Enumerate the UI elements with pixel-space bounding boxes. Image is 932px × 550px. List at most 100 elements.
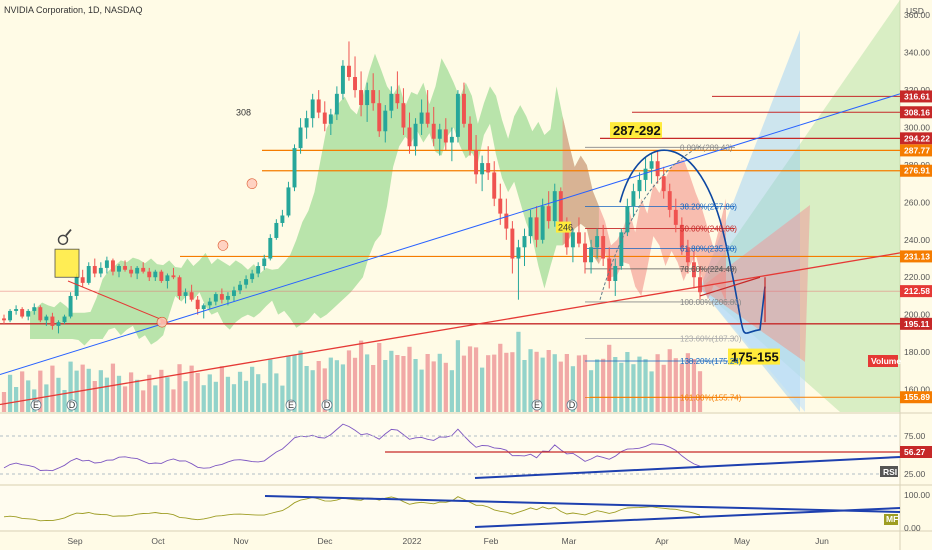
price-tick: 180.00 xyxy=(904,347,930,357)
candle-body xyxy=(250,273,255,280)
marker-letter: D xyxy=(569,400,576,410)
candle-body xyxy=(14,309,19,311)
candle-body xyxy=(576,232,581,244)
candle-body xyxy=(534,217,539,240)
fib-label: 0.00%(289.43) xyxy=(680,143,733,152)
volume-bar xyxy=(473,347,479,412)
volume-bar xyxy=(274,373,279,412)
mf-trendline-top xyxy=(264,495,901,513)
cloud-red xyxy=(562,116,726,302)
volume-badge xyxy=(868,355,898,367)
candle-body xyxy=(613,266,618,281)
candle-body xyxy=(413,123,418,147)
mf-badge-text: MF xyxy=(886,514,898,524)
candle-body xyxy=(183,292,188,296)
volume-bar xyxy=(552,354,557,412)
volume-bar xyxy=(655,354,660,412)
mf-badge xyxy=(884,514,898,525)
rsi-value: 56.27 xyxy=(904,447,926,457)
volume-bar xyxy=(607,344,612,412)
candle-body xyxy=(552,191,557,222)
volume-bar xyxy=(122,386,128,412)
volume-bar xyxy=(262,383,267,412)
magnifier-icon-handle xyxy=(65,228,72,237)
earnings-dividend-marker xyxy=(285,399,297,411)
target-low: 175-155 xyxy=(731,350,779,365)
volume-bar xyxy=(419,369,424,412)
candle-body xyxy=(673,209,678,225)
candle-body xyxy=(546,206,551,222)
price-levels xyxy=(0,95,900,398)
candle-body xyxy=(322,112,327,124)
price-tick: 240.00 xyxy=(904,235,930,245)
candle-body xyxy=(328,114,333,124)
rsi-value-box xyxy=(900,446,932,458)
marker-letter: D xyxy=(69,400,76,410)
candle-body xyxy=(474,149,479,175)
candle-body xyxy=(619,232,624,267)
candle-body xyxy=(431,123,436,139)
volume-bar xyxy=(601,358,606,412)
price-box-text: 212.58 xyxy=(904,286,930,296)
volume-bar xyxy=(352,357,358,412)
candle-body xyxy=(129,269,134,274)
candle-body xyxy=(244,279,249,285)
candle-body xyxy=(570,232,575,248)
date-tick: Nov xyxy=(233,536,249,546)
date-tick: Apr xyxy=(655,536,668,546)
candle-body xyxy=(165,275,170,281)
earnings-dividend-marker xyxy=(531,399,543,411)
volume-bar xyxy=(292,355,297,412)
rsi-trendline xyxy=(474,456,901,479)
target-low-box xyxy=(728,348,780,365)
price-box xyxy=(900,106,932,119)
price-tick: 220.00 xyxy=(904,272,930,282)
volume-bar xyxy=(455,340,461,412)
arrow-line xyxy=(67,280,169,323)
candle-body xyxy=(389,93,394,111)
candle-body xyxy=(117,266,121,272)
candle-body xyxy=(589,247,594,263)
volume-bars xyxy=(1,331,703,412)
magnifier-icon xyxy=(57,234,69,246)
volume-bar xyxy=(104,377,110,412)
price-tick: 340.00 xyxy=(904,48,930,58)
candle-body xyxy=(38,307,43,321)
candle-body xyxy=(504,213,509,229)
candle-body xyxy=(359,90,364,106)
volume-bar xyxy=(153,385,158,412)
price-box xyxy=(900,391,932,404)
volume-bar xyxy=(564,354,569,412)
volume-bar xyxy=(449,370,454,412)
candle-body xyxy=(492,172,497,199)
candle-body xyxy=(8,310,13,321)
volume-bar xyxy=(619,362,624,412)
volume-bar xyxy=(286,355,291,412)
volume-bar xyxy=(365,354,370,412)
volume-bar xyxy=(298,350,303,412)
candle-body xyxy=(655,161,660,177)
earnings-dividend-marker xyxy=(566,399,578,411)
marker-246-box xyxy=(556,221,571,233)
candle-body xyxy=(110,260,115,272)
price-box-text: 294.22 xyxy=(904,133,930,143)
volume-bar xyxy=(20,371,25,412)
price-box xyxy=(900,250,932,263)
candle-body xyxy=(455,93,460,137)
candle-body xyxy=(528,217,533,237)
fib-label: 38.20%(257.86) xyxy=(680,202,737,211)
mf-tick: 100.00 xyxy=(904,490,930,500)
volume-bar xyxy=(38,370,43,412)
volume-bar xyxy=(141,390,146,412)
candle-body xyxy=(310,99,315,119)
volume-bar xyxy=(280,385,285,412)
mf-trendline-bottom xyxy=(474,507,901,528)
candle-body xyxy=(98,267,103,274)
candle-body xyxy=(407,127,412,147)
volume-bar xyxy=(128,372,134,412)
volume-bar xyxy=(631,364,636,412)
volume-bar xyxy=(389,350,394,412)
candle-body xyxy=(74,277,79,296)
